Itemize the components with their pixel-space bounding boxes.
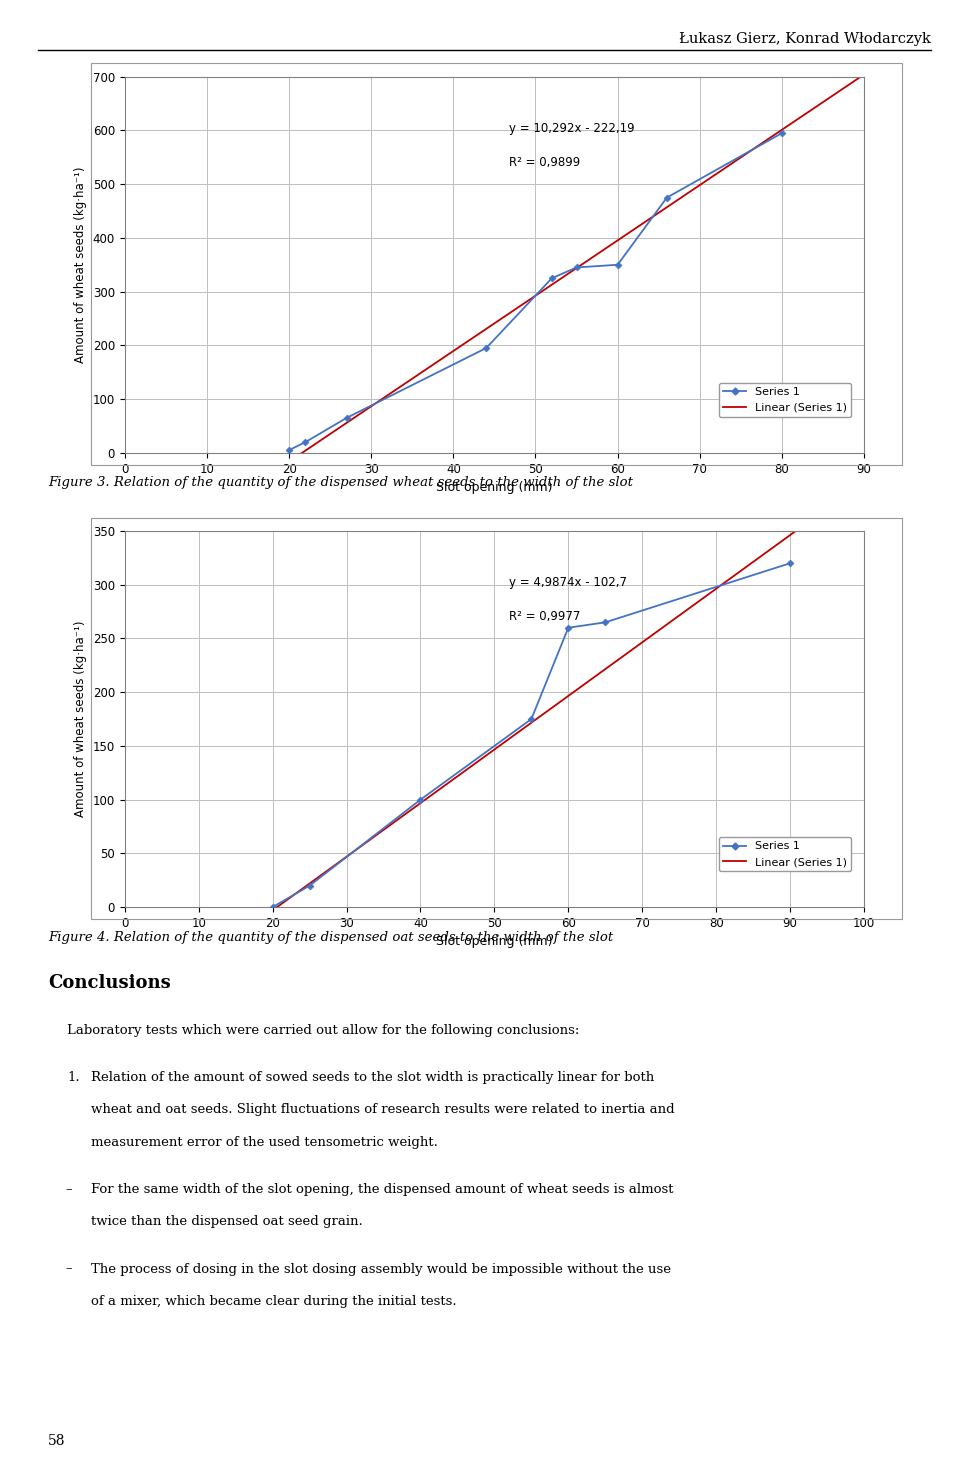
X-axis label: Slot opening (mm): Slot opening (mm) [436, 481, 553, 494]
Text: –: – [65, 1183, 72, 1196]
Text: y = 4,9874x - 102,7: y = 4,9874x - 102,7 [509, 577, 627, 589]
Text: –: – [65, 1263, 72, 1276]
Y-axis label: Amount of wheat seeds (kg·ha⁻¹): Amount of wheat seeds (kg·ha⁻¹) [74, 167, 87, 363]
Text: of a mixer, which became clear during the initial tests.: of a mixer, which became clear during th… [91, 1295, 457, 1308]
Text: Łukasz Gierz, Konrad Włodarczyk: Łukasz Gierz, Konrad Włodarczyk [680, 32, 931, 46]
Text: 1.: 1. [67, 1071, 80, 1084]
Text: measurement error of the used tensometric weight.: measurement error of the used tensometri… [91, 1136, 438, 1149]
Text: wheat and oat seeds. Slight fluctuations of research results were related to ine: wheat and oat seeds. Slight fluctuations… [91, 1103, 675, 1117]
X-axis label: Slot opening (mm): Slot opening (mm) [436, 935, 553, 948]
Text: For the same width of the slot opening, the dispensed amount of wheat seeds is a: For the same width of the slot opening, … [91, 1183, 674, 1196]
Text: Laboratory tests which were carried out allow for the following conclusions:: Laboratory tests which were carried out … [67, 1024, 580, 1037]
Text: R² = 0,9899: R² = 0,9899 [509, 156, 581, 168]
Legend: Series 1, Linear (Series 1): Series 1, Linear (Series 1) [719, 836, 852, 872]
Text: Figure 3. Relation of the quantity of the dispensed wheat seeds to the width of : Figure 3. Relation of the quantity of th… [48, 476, 633, 490]
Legend: Series 1, Linear (Series 1): Series 1, Linear (Series 1) [719, 382, 852, 417]
Text: R² = 0,9977: R² = 0,9977 [509, 611, 581, 622]
Text: Relation of the amount of sowed seeds to the slot width is practically linear fo: Relation of the amount of sowed seeds to… [91, 1071, 655, 1084]
Text: Figure 4. Relation of the quantity of the dispensed oat seeds to the width of th: Figure 4. Relation of the quantity of th… [48, 931, 613, 944]
Text: The process of dosing in the slot dosing assembly would be impossible without th: The process of dosing in the slot dosing… [91, 1263, 671, 1276]
Y-axis label: Amount of wheat seeds (kg·ha⁻¹): Amount of wheat seeds (kg·ha⁻¹) [74, 621, 87, 817]
Text: 58: 58 [48, 1435, 65, 1448]
Text: twice than the dispensed oat seed grain.: twice than the dispensed oat seed grain. [91, 1215, 363, 1229]
Text: y = 10,292x - 222,19: y = 10,292x - 222,19 [509, 122, 635, 134]
Text: Conclusions: Conclusions [48, 974, 171, 991]
